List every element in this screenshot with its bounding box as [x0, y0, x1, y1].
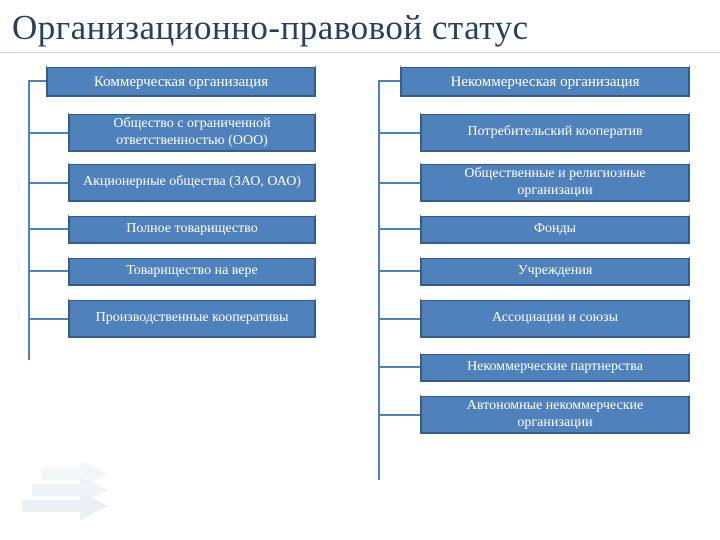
- right-h-2: [378, 182, 420, 184]
- right-spine: [378, 80, 380, 480]
- right-item-5: Ассоциации и союзы: [420, 298, 690, 338]
- right-item-6: Некоммерческие партнерства: [420, 352, 690, 382]
- left-h-2: [28, 182, 68, 184]
- right-item-4: Учреждения: [420, 256, 690, 286]
- right-item-2: Общественные и религиозные организации: [420, 162, 690, 202]
- left-item-1-label: Общество с ограниченной ответственностью…: [77, 116, 307, 150]
- left-item-3-label: Полное товарищество: [126, 221, 258, 238]
- left-header-box: Коммерческая организация: [46, 65, 316, 97]
- right-h-5: [378, 318, 420, 320]
- left-h-1: [28, 132, 68, 134]
- left-item-2-label: Акционерные общества (ЗАО, ОАО): [83, 174, 301, 191]
- right-item-1: Потребительский кооператив: [420, 112, 690, 152]
- right-h-7: [378, 414, 420, 416]
- right-h-6: [378, 366, 420, 368]
- right-item-7: Автономные некоммерческие организации: [420, 394, 690, 434]
- left-item-2: Акционерные общества (ЗАО, ОАО): [68, 162, 316, 202]
- right-item-6-label: Некоммерческие партнерства: [467, 359, 643, 376]
- right-h-header: [378, 80, 400, 82]
- right-item-2-label: Общественные и религиозные организации: [429, 166, 681, 200]
- left-header-label: Коммерческая организация: [94, 73, 268, 91]
- right-header-box: Некоммерческая организация: [400, 65, 690, 97]
- left-h-5: [28, 318, 68, 320]
- page-title: Организационно-правовой статус: [0, 0, 720, 53]
- left-item-5-label: Производственные кооперативы: [96, 310, 289, 327]
- right-item-7-label: Автономные некоммерческие организации: [429, 398, 681, 432]
- right-item-5-label: Ассоциации и союзы: [492, 310, 618, 327]
- right-item-1-label: Потребительский кооператив: [467, 124, 642, 141]
- left-item-3: Полное товарищество: [68, 214, 316, 244]
- right-item-3: Фонды: [420, 214, 690, 244]
- left-h-header: [28, 80, 46, 82]
- right-h-1: [378, 132, 420, 134]
- left-h-3: [28, 228, 68, 230]
- left-item-4: Товарищество на вере: [68, 256, 316, 286]
- right-item-3-label: Фонды: [534, 221, 576, 238]
- right-header-label: Некоммерческая организация: [450, 73, 639, 91]
- right-h-3: [378, 228, 420, 230]
- left-h-4: [28, 270, 68, 272]
- right-item-4-label: Учреждения: [518, 263, 593, 280]
- right-h-4: [378, 270, 420, 272]
- left-item-4-label: Товарищество на вере: [126, 263, 257, 280]
- left-item-5: Производственные кооперативы: [68, 298, 316, 338]
- arrow-decoration-icon: [20, 462, 120, 522]
- left-item-1: Общество с ограниченной ответственностью…: [68, 112, 316, 152]
